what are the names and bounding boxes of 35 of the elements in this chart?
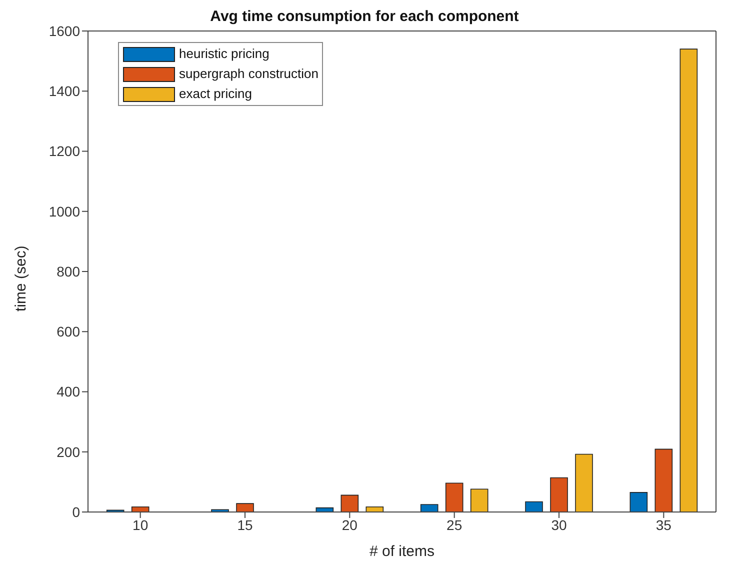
bar: [550, 477, 568, 512]
x-tick-label: 10: [132, 516, 148, 533]
x-axis-title: # of items: [369, 543, 435, 560]
bar: [236, 503, 254, 512]
y-tick-label: 1000: [48, 203, 80, 220]
y-tick-label: 0: [72, 504, 80, 520]
bar: [366, 506, 384, 512]
bar: [575, 454, 593, 512]
y-tick-label: 1200: [48, 143, 80, 160]
bar: [470, 488, 488, 512]
legend-label: supergraph construction: [178, 65, 318, 83]
x-tick-label: 30: [551, 516, 567, 533]
x-tick-label: 20: [342, 516, 358, 533]
bar: [340, 494, 359, 512]
x-tick-label: 35: [656, 516, 672, 533]
y-tick-label: 600: [56, 324, 80, 340]
x-tick-label: 25: [446, 516, 462, 533]
bar: [654, 448, 673, 512]
bar: [420, 504, 438, 512]
bar: [445, 482, 464, 512]
y-axis-title: time (sec): [12, 246, 30, 312]
bar: [131, 506, 150, 512]
y-tick-label: 200: [56, 444, 80, 460]
legend-label: exact pricing: [178, 85, 253, 103]
bar: [630, 492, 648, 512]
legend-label: heuristic pricing: [178, 45, 270, 63]
bar: [211, 509, 229, 512]
x-tick-label: 15: [237, 516, 253, 533]
chart-title: Avg time consumption for each component: [210, 8, 519, 25]
y-tick-label: 400: [56, 384, 80, 400]
y-tick-label: 1400: [48, 83, 80, 100]
y-tick-label: 800: [56, 263, 80, 280]
y-tick-label: 1600: [48, 22, 80, 39]
bar: [525, 501, 543, 512]
bar: [680, 48, 698, 512]
